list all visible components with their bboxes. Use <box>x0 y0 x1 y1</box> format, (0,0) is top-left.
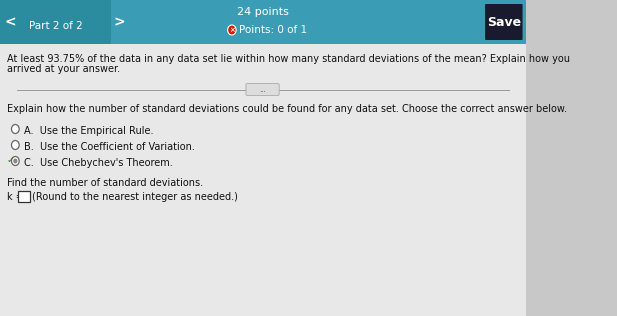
FancyBboxPatch shape <box>485 4 523 40</box>
Text: ✓: ✓ <box>7 155 15 165</box>
FancyBboxPatch shape <box>246 83 279 95</box>
FancyBboxPatch shape <box>0 44 526 316</box>
Circle shape <box>13 159 17 163</box>
Text: 24 points: 24 points <box>237 7 289 17</box>
Circle shape <box>12 141 19 149</box>
Text: Find the number of standard deviations.: Find the number of standard deviations. <box>7 178 203 188</box>
Text: >: > <box>114 15 125 29</box>
Text: Points: 0 of 1: Points: 0 of 1 <box>239 25 307 35</box>
Circle shape <box>12 156 19 166</box>
FancyBboxPatch shape <box>19 191 30 202</box>
Text: ×: × <box>229 27 235 33</box>
Circle shape <box>12 125 19 133</box>
Text: Save: Save <box>487 15 521 28</box>
FancyBboxPatch shape <box>0 0 111 44</box>
Text: arrived at your answer.: arrived at your answer. <box>7 64 120 74</box>
FancyBboxPatch shape <box>0 0 526 44</box>
Text: ...: ... <box>259 87 266 93</box>
Text: Explain how the number of standard deviations could be found for any data set. C: Explain how the number of standard devia… <box>7 104 567 114</box>
Text: <: < <box>4 15 16 29</box>
Circle shape <box>228 25 236 35</box>
Text: Part 2 of 2: Part 2 of 2 <box>28 21 82 31</box>
Text: A.  Use the Empirical Rule.: A. Use the Empirical Rule. <box>24 126 154 136</box>
Text: C.  Use Chebychev's Theorem.: C. Use Chebychev's Theorem. <box>24 158 173 168</box>
Text: At least 93.75% of the data in any data set lie within how many standard deviati: At least 93.75% of the data in any data … <box>7 54 570 64</box>
Text: B.  Use the Coefficient of Variation.: B. Use the Coefficient of Variation. <box>24 142 195 152</box>
Text: k =: k = <box>7 192 23 202</box>
Text: (Round to the nearest integer as needed.): (Round to the nearest integer as needed.… <box>33 192 238 202</box>
